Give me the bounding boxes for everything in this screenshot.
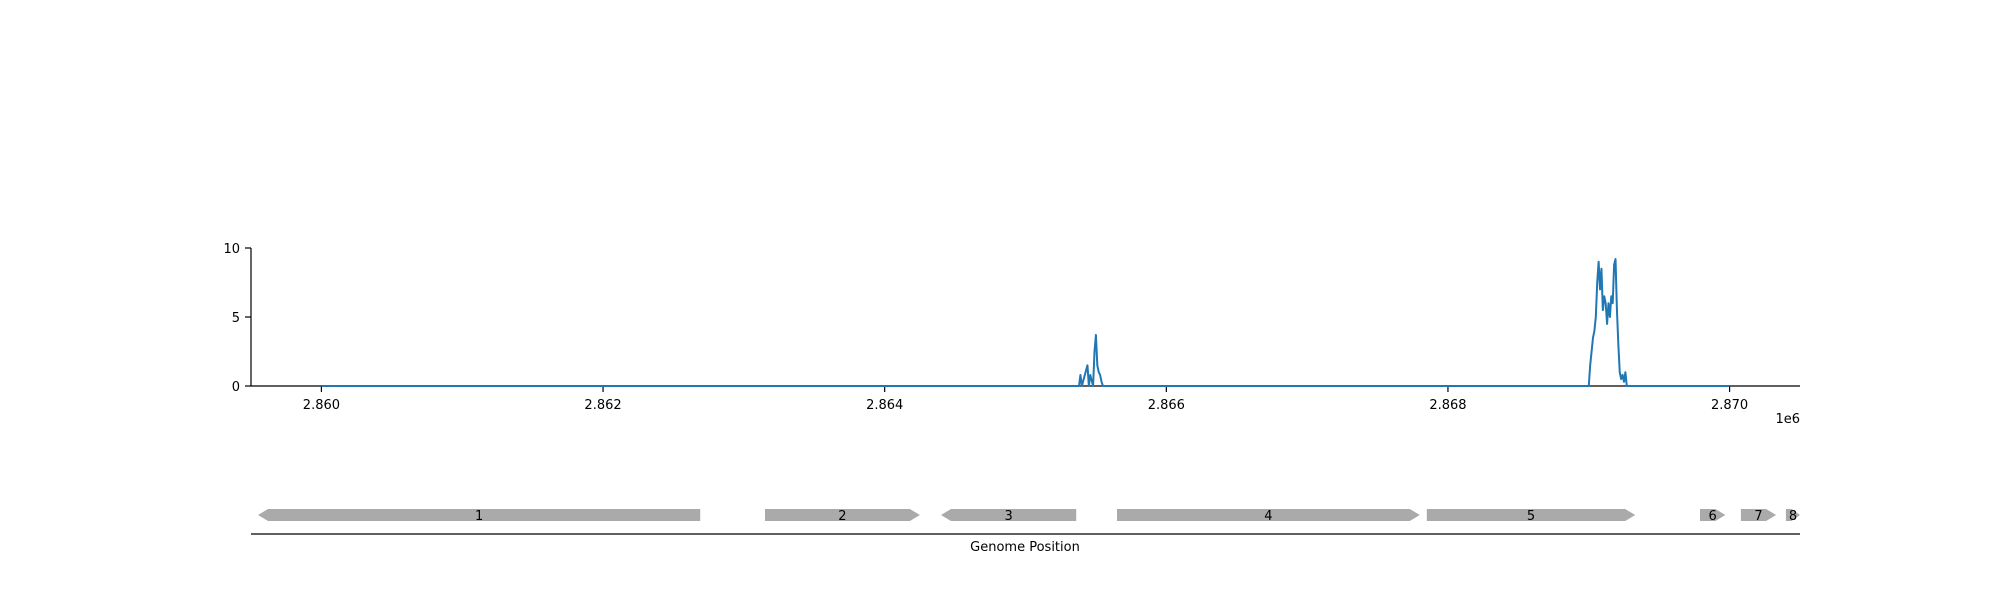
y-tick-label: 0	[232, 380, 240, 395]
gene-label: 5	[1527, 509, 1535, 524]
gene-arrow	[1426, 509, 1636, 521]
x-tick-label: 2.860	[303, 398, 340, 413]
gene-label: 7	[1754, 509, 1762, 524]
gene-label: 1	[475, 509, 483, 524]
gene-arrow	[765, 509, 920, 521]
gene-arrow	[1117, 509, 1420, 521]
gene-track: 1 2 3 4 5 6 7 8 Genome Position	[251, 509, 1800, 555]
gene-label: 6	[1709, 509, 1717, 524]
gene-label: 8	[1789, 509, 1797, 524]
gene-arrow	[941, 509, 1077, 521]
x-ticks: 2.860 2.862 2.864 2.866 2.868 2.870	[303, 386, 1748, 413]
x-offset-label: 1e6	[1775, 412, 1800, 427]
gene-label: 3	[1004, 509, 1012, 524]
y-tick-label: 5	[232, 311, 240, 326]
x-axis-label: Genome Position	[970, 540, 1080, 555]
y-ticks: 0 5 10	[223, 242, 251, 395]
x-tick-label: 2.868	[1429, 398, 1466, 413]
gene-arrow	[1740, 509, 1777, 521]
x-tick-label: 2.866	[1148, 398, 1185, 413]
gene-arrow	[258, 509, 701, 521]
coverage-chart: 0 5 10 2.860 2.862 2.864 2.866 2.868 2.870 1e6	[223, 242, 1800, 427]
series-line	[321, 258, 1730, 387]
gene-arrow	[1700, 509, 1726, 521]
y-tick-label: 10	[223, 242, 240, 257]
gene-arrow	[1785, 509, 1800, 521]
x-tick-label: 2.862	[584, 398, 621, 413]
genes: 1 2 3 4 5 6 7 8	[258, 509, 1800, 524]
x-tick-label: 2.864	[866, 398, 903, 413]
gene-label: 2	[838, 509, 846, 524]
gene-label: 4	[1264, 509, 1272, 524]
x-tick-label: 2.870	[1711, 398, 1748, 413]
